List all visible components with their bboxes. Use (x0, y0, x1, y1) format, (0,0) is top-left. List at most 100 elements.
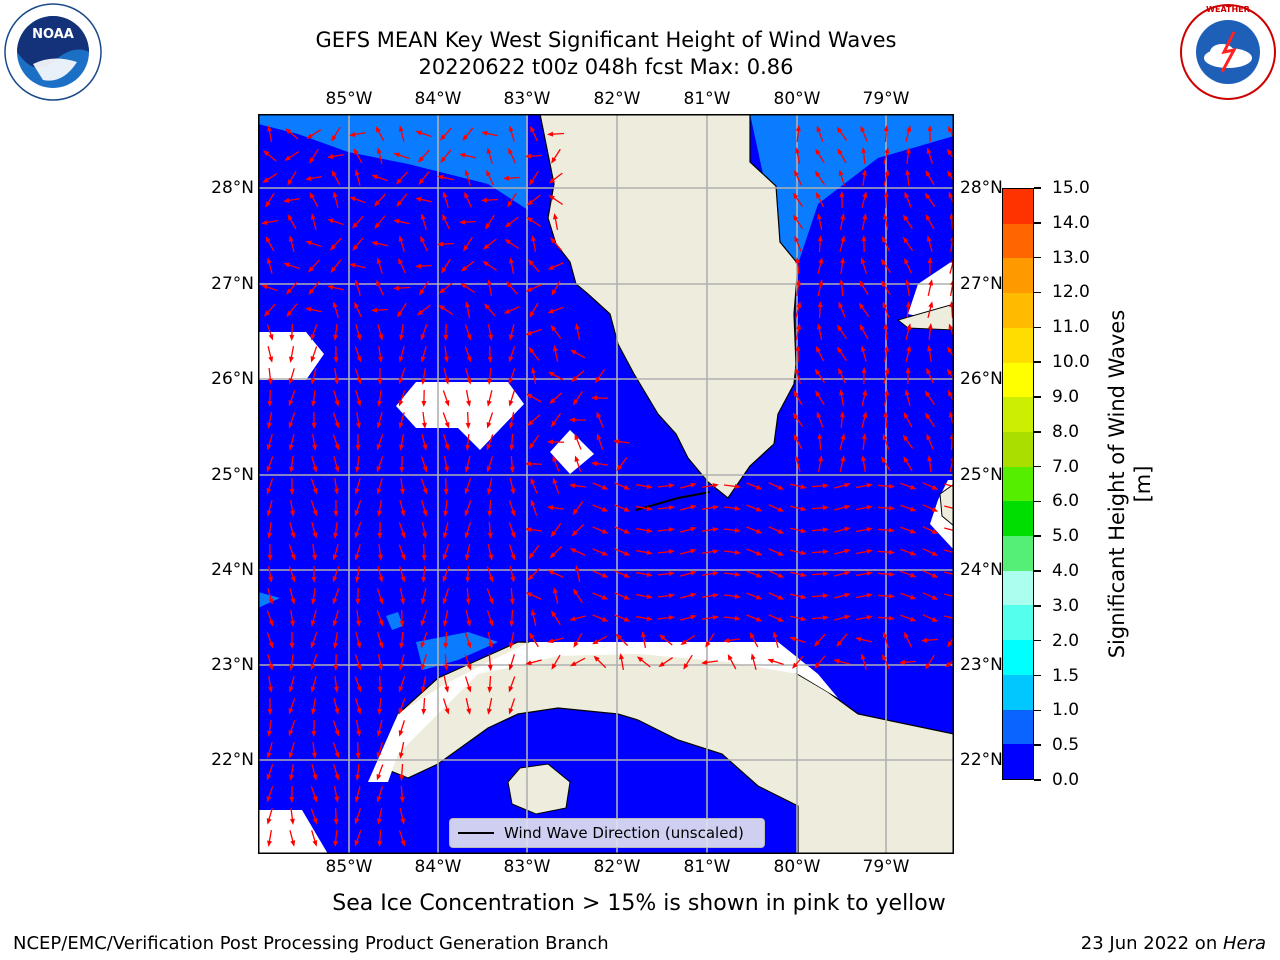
wind-arrow (442, 213, 450, 230)
wind-arrow (420, 346, 427, 363)
wind-arrow (442, 412, 450, 429)
wind-arrow (464, 500, 472, 517)
wind-arrow (420, 632, 428, 649)
wind-arrow (900, 614, 917, 622)
wind-arrow (925, 170, 935, 186)
wind-arrow (904, 257, 912, 274)
wind-arrow (509, 587, 515, 605)
colorbar-segment (1003, 431, 1033, 467)
wind-arrow (266, 632, 274, 649)
wind-arrow (440, 149, 452, 164)
wind-arrow (333, 477, 339, 495)
wind-arrow (547, 439, 565, 445)
wind-arrow (790, 505, 807, 512)
wind-arrow (723, 527, 741, 533)
wind-arrow (399, 609, 405, 627)
wind-arrow (924, 390, 936, 405)
wind-arrow (376, 279, 384, 296)
wind-arrow (529, 170, 539, 186)
wind-arrow (905, 147, 911, 165)
wind-arrow (310, 610, 317, 627)
wind-arrow (399, 455, 405, 473)
wind-arrow (680, 504, 697, 511)
wind-arrow (527, 414, 541, 426)
wind-arrow (922, 548, 939, 556)
wind-arrow (856, 504, 873, 511)
wind-arrow (266, 808, 273, 825)
wind-arrow (861, 213, 868, 230)
wind-arrow (723, 483, 741, 489)
wind-arrow (415, 263, 433, 269)
svg-text:NOAA: NOAA (32, 27, 74, 42)
wind-arrow (289, 653, 295, 671)
wind-arrow (723, 549, 741, 555)
wind-arrow (768, 570, 785, 578)
wind-arrow (464, 522, 472, 539)
lat-label-left: 26°N (211, 369, 254, 389)
wind-arrow (839, 213, 846, 230)
wind-arrow (398, 522, 406, 539)
wind-arrow (900, 504, 917, 512)
wind-arrow (439, 127, 452, 141)
wind-arrow (818, 455, 823, 472)
wind-arrow (508, 412, 515, 429)
wind-arrow (481, 197, 499, 203)
wind-arrow (746, 570, 763, 578)
wind-arrow (285, 128, 299, 140)
wind-arrow (398, 544, 406, 561)
wind-arrow (508, 390, 516, 407)
colorbar-tick-label: 4.0 (1052, 561, 1080, 582)
wind-arrow (525, 659, 542, 666)
wind-arrow (814, 655, 826, 669)
wind-arrow (508, 676, 516, 693)
lon-label-top: 80°W (773, 89, 821, 109)
wind-arrow (905, 345, 912, 362)
wind-arrow (311, 411, 317, 429)
lon-label-top: 85°W (325, 89, 373, 109)
wind-arrow (311, 698, 316, 715)
wind-arrow (811, 527, 829, 533)
wind-arrow (481, 130, 498, 137)
wind-arrow (877, 505, 895, 511)
wind-arrow (465, 587, 471, 605)
wind-arrow (814, 170, 826, 185)
wind-arrow (464, 478, 472, 495)
wind-arrow (399, 323, 405, 341)
wind-arrow (399, 566, 406, 583)
wind-arrow (837, 324, 847, 340)
wind-arrow (421, 500, 428, 517)
wind-arrow (530, 367, 537, 384)
wind-arrow (420, 213, 427, 230)
legend: Wind Wave Direction (unscaled) (449, 818, 765, 848)
sea-ice-footnote: Sea Ice Concentration > 15% is shown in … (332, 891, 946, 916)
colorbar-segment (1003, 397, 1033, 432)
wind-arrow (834, 526, 851, 533)
wind-arrow (596, 411, 604, 428)
wind-arrow (680, 614, 697, 621)
wind-arrow (327, 154, 344, 159)
wind-arrow (421, 697, 427, 715)
wind-arrow (817, 279, 824, 296)
wind-arrow (460, 260, 475, 272)
wind-arrow (399, 588, 406, 605)
wind-arrow (290, 500, 295, 517)
wind-arrow (947, 125, 954, 142)
lon-label-bottom: 81°W (683, 857, 731, 877)
wind-arrow (746, 548, 763, 556)
colorbar-tick-label: 12.0 (1052, 282, 1090, 303)
wind-arrow (486, 610, 494, 627)
wind-arrow (305, 176, 322, 181)
wind-arrow (768, 482, 785, 490)
wind-arrow (508, 500, 516, 517)
wind-arrow (811, 549, 829, 555)
wind-arrow (922, 614, 939, 622)
wind-arrow (552, 213, 559, 230)
lon-label-top: 84°W (414, 89, 462, 109)
lon-label-top: 81°W (683, 89, 731, 109)
wind-arrow (354, 279, 361, 296)
wind-arrow (487, 675, 493, 693)
wind-arrow (834, 570, 851, 577)
wind-arrow (592, 526, 609, 534)
wind-arrow (657, 505, 675, 511)
wind-arrow (377, 367, 383, 385)
